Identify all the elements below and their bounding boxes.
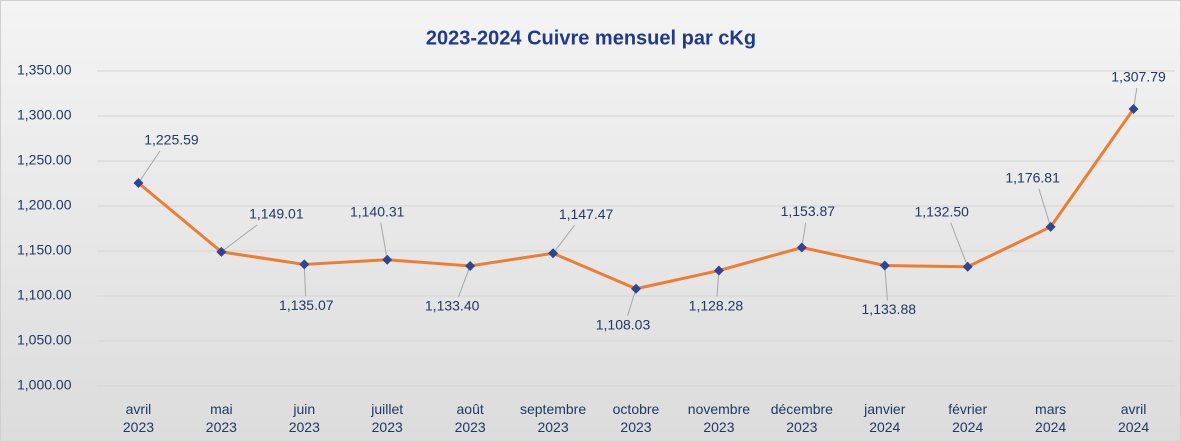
y-tick-label: 1,100.00 — [17, 287, 72, 303]
data-label: 1,133.40 — [425, 298, 480, 314]
y-tick-label: 1,150.00 — [17, 242, 72, 258]
leader-line — [457, 265, 471, 298]
data-label: 1,140.31 — [350, 203, 405, 219]
marker — [299, 259, 310, 270]
marker — [382, 254, 393, 265]
x-tick-label: août 2023 — [454, 401, 486, 435]
leader-line — [1038, 188, 1052, 228]
y-tick-label: 1,000.00 — [17, 377, 72, 393]
data-label: 1,135.07 — [279, 297, 334, 313]
x-tick-label: octobre 2023 — [612, 401, 660, 435]
line — [137, 108, 1135, 291]
x-tick-label: mai 2023 — [205, 401, 237, 435]
marker — [879, 260, 890, 271]
marker — [1045, 221, 1056, 232]
x-tick-label: janvier 2024 — [864, 401, 906, 435]
data-label: 1,153.87 — [781, 203, 836, 219]
x-tick-label: juin 2023 — [288, 401, 320, 435]
marker — [713, 265, 724, 276]
leader-line — [950, 222, 969, 267]
marker — [962, 261, 973, 272]
x-tick-label: septembre 2023 — [519, 401, 587, 435]
x-tick-label: juillet 2023 — [371, 401, 404, 435]
leader-line — [380, 222, 388, 260]
leader-line — [138, 150, 161, 184]
x-tick-label: février 2024 — [948, 401, 988, 435]
x-tick-label: avril 2023 — [122, 401, 155, 435]
data-label: 1,176.81 — [1005, 170, 1060, 186]
y-tick-label: 1,200.00 — [17, 197, 72, 213]
y-tick-label: 1,350.00 — [17, 62, 72, 78]
leader-line — [303, 264, 307, 297]
leader-line — [627, 288, 637, 316]
x-tick-label: avril 2024 — [1117, 401, 1150, 435]
data-label: 1,225.59 — [144, 132, 199, 148]
marker — [465, 260, 476, 271]
y-tick-label: 1,250.00 — [17, 152, 72, 168]
leader-line — [884, 265, 888, 301]
y-tick-label: 1,050.00 — [17, 332, 72, 348]
x-tick-label: novembre 2023 — [687, 401, 751, 435]
leader-line — [221, 224, 258, 253]
marker — [631, 283, 641, 294]
data-label: 1,132.50 — [914, 203, 969, 219]
leader-line — [552, 224, 575, 254]
chart-title: 2023-2024 Cuivre mensuel par cKg — [426, 27, 756, 49]
marker — [796, 242, 807, 253]
y-tick-label: 1,300.00 — [17, 107, 72, 123]
marker — [548, 248, 559, 259]
data-label: 1,307.79 — [1111, 69, 1166, 85]
marker — [216, 246, 227, 257]
data-label: 1,147.47 — [559, 206, 614, 222]
data-label: 1,108.03 — [596, 316, 651, 332]
x-tick-label: mars 2024 — [1035, 401, 1067, 435]
marker — [133, 177, 144, 188]
data-label: 1,133.88 — [862, 301, 917, 317]
data-label: 1,149.01 — [249, 206, 304, 222]
marker — [1128, 103, 1139, 114]
data-label: 1,128.28 — [689, 297, 744, 313]
x-tick-label: décembre 2023 — [770, 401, 833, 435]
